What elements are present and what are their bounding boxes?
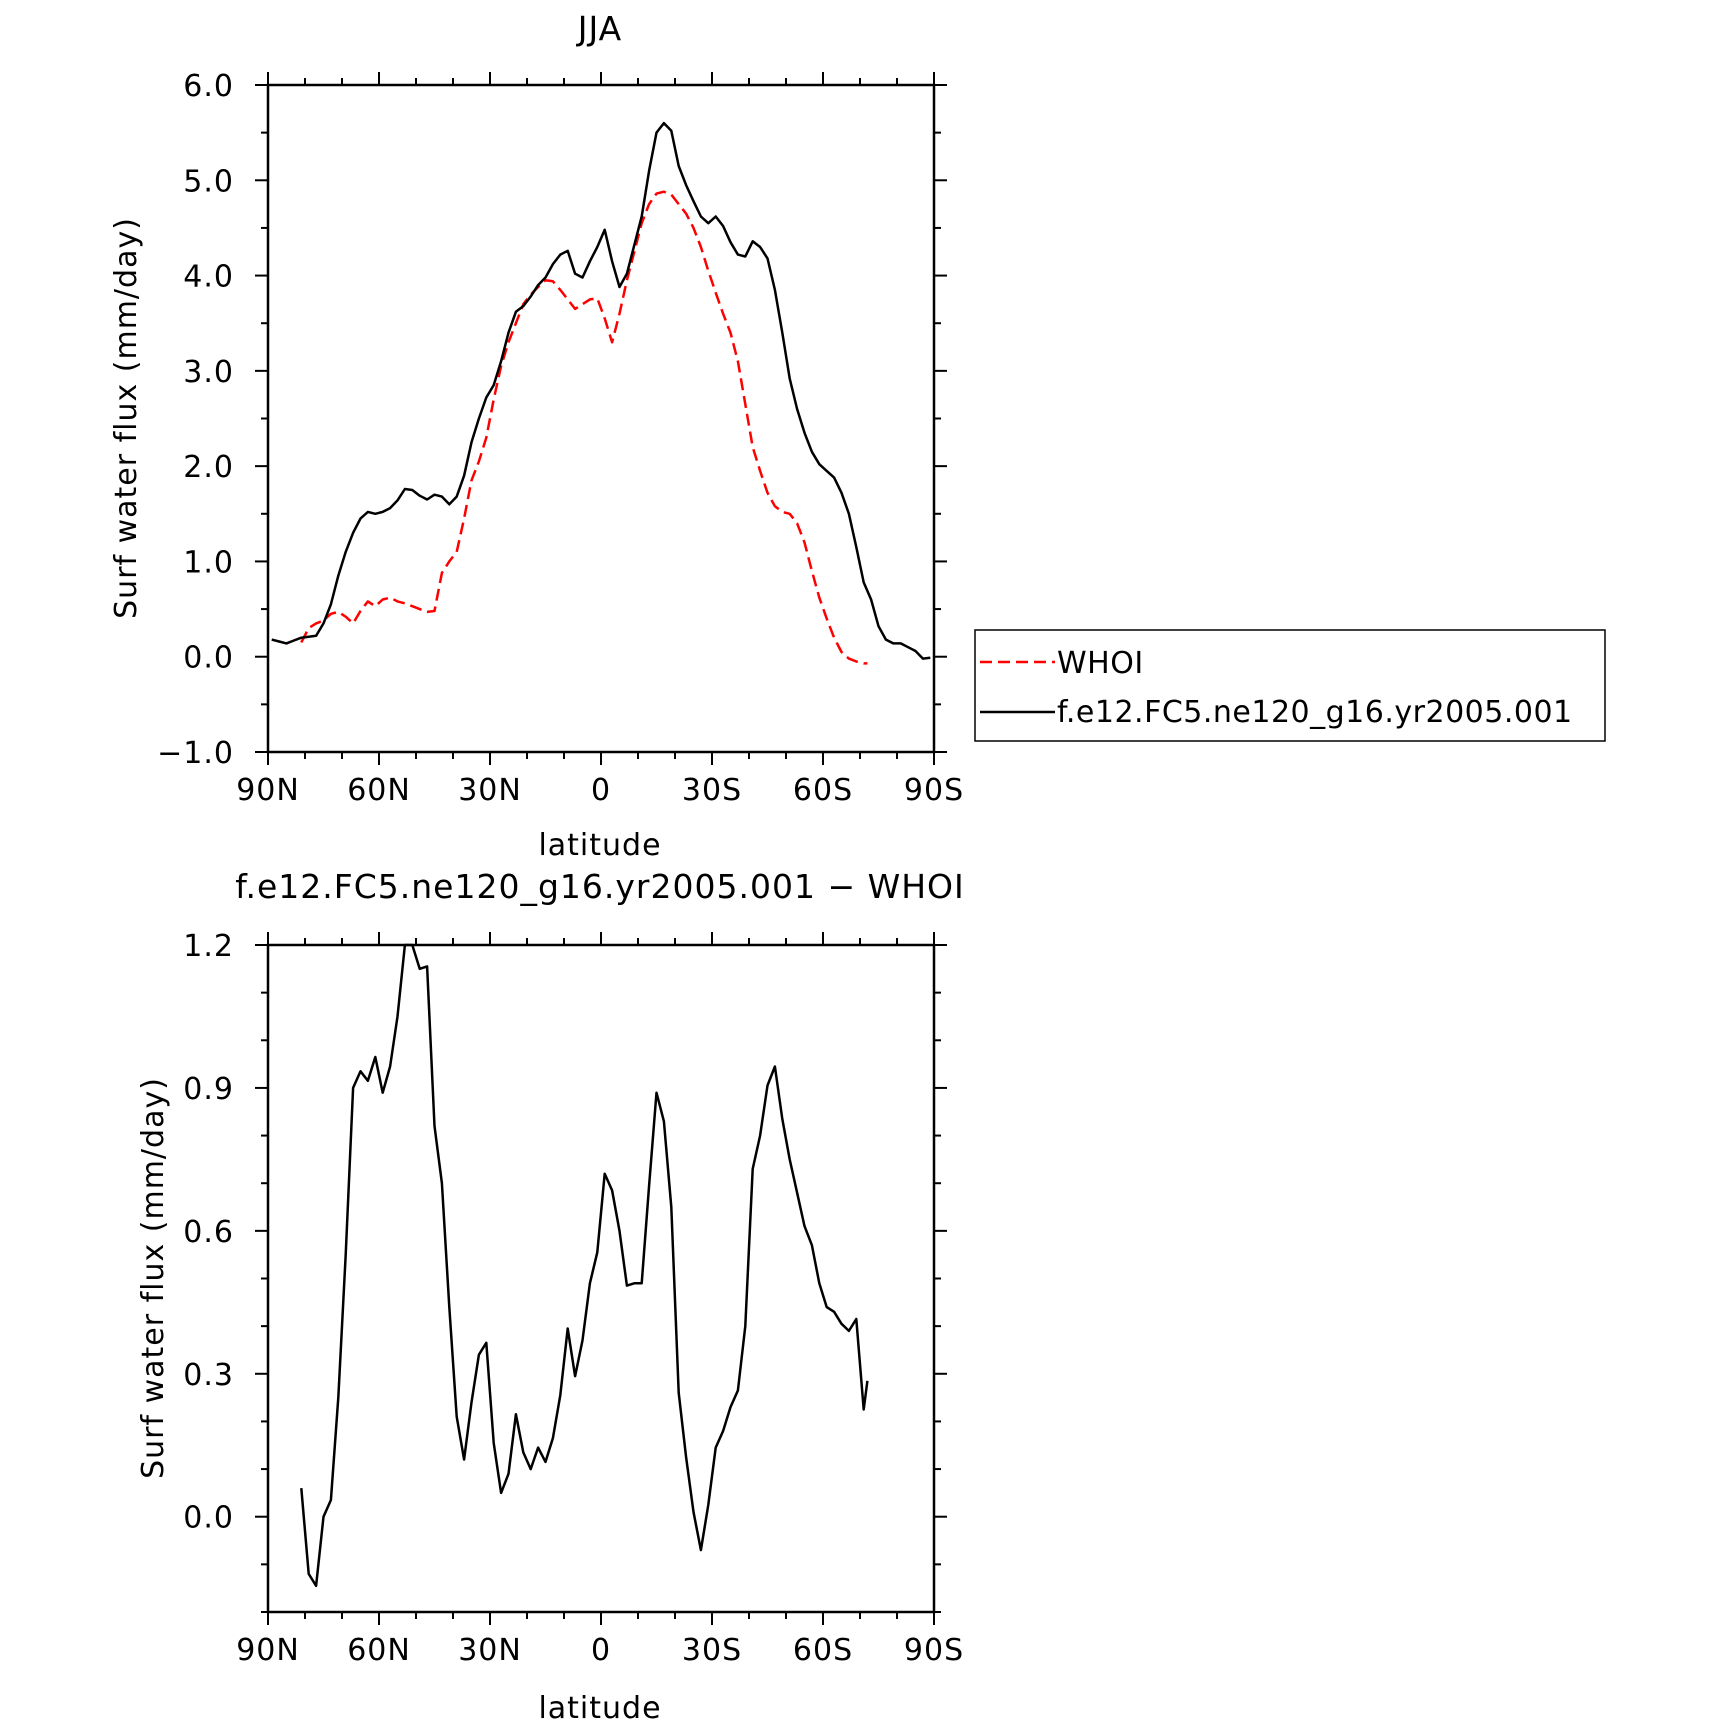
- y-tick-label: 5.0: [183, 164, 234, 199]
- series-line-whoi: [300, 190, 868, 665]
- x-tick-labels: 90N 60N 30N 0 30S 60S 90S: [236, 773, 964, 808]
- series-layer: [271, 121, 931, 665]
- y-tick-label: 0.3: [183, 1358, 234, 1393]
- y-tick-label: 0.0: [183, 1501, 234, 1536]
- panel-title: JJA: [576, 9, 622, 48]
- legend: WHOI f.e12.FC5.ne120_g16.yr2005.001: [974, 629, 1606, 742]
- y-tick-label: 0.6: [183, 1215, 234, 1250]
- x-tick-label: 90S: [904, 773, 964, 808]
- y-tick-label: −1.0: [157, 736, 234, 771]
- plot-frame: [266, 83, 936, 754]
- y-axis-label: Surf water flux (mm/day): [109, 217, 144, 619]
- x-tick-labels: 90N 60N 30N 0 30S 60S 90S: [236, 1633, 964, 1668]
- panel-title: f.e12.FC5.ne120_g16.yr2005.001 − WHOI: [235, 867, 964, 906]
- plot-frame: [266, 943, 936, 1614]
- y-tick-label: 2.0: [183, 450, 234, 485]
- x-axis-label: latitude: [538, 1691, 661, 1723]
- legend-label-model: f.e12.FC5.ne120_g16.yr2005.001: [1057, 695, 1573, 730]
- x-tick-label: 90S: [904, 1633, 964, 1668]
- legend-label-whoi: WHOI: [1057, 646, 1144, 681]
- panel-seasonal-mean: JJA 90N 60N 30N 0 30S 60S 90S −1.0 0.0 1.0 2.0 3.0…: [109, 9, 964, 863]
- series-layer: [300, 943, 869, 1588]
- series-line-f-e12-fc5-ne120-g16-yr2005-001: [271, 121, 931, 660]
- y-tick-label: 3.0: [183, 355, 234, 390]
- panel-difference: f.e12.FC5.ne120_g16.yr2005.001 − WHOI 90…: [136, 867, 964, 1723]
- x-tick-label: 60S: [793, 773, 853, 808]
- x-tick-label: 90N: [236, 773, 300, 808]
- legend-box: [974, 629, 1606, 742]
- y-tick-label: 6.0: [183, 69, 234, 104]
- x-tick-label: 60N: [347, 1633, 411, 1668]
- series-line-difference: [300, 943, 869, 1588]
- y-axis-label: Surf water flux (mm/day): [136, 1077, 171, 1479]
- x-tick-label: 30N: [458, 1633, 522, 1668]
- y-tick-label: 4.0: [183, 260, 234, 295]
- y-tick-label: 0.0: [183, 641, 234, 676]
- x-tick-label: 90N: [236, 1633, 300, 1668]
- ticks: [255, 932, 947, 1625]
- x-tick-label: 30S: [682, 773, 742, 808]
- x-tick-label: 0: [591, 1633, 611, 1668]
- y-tick-label: 0.9: [183, 1072, 234, 1107]
- y-tick-labels: −1.0 0.0 1.0 2.0 3.0 4.0 5.0 6.0: [157, 69, 234, 771]
- y-tick-label: 1.0: [183, 545, 234, 580]
- y-tick-labels: 0.0 0.3 0.6 0.9 1.2: [183, 929, 234, 1536]
- x-axis-label: latitude: [538, 828, 661, 863]
- ticks: [255, 72, 947, 765]
- x-tick-label: 30S: [682, 1633, 742, 1668]
- x-tick-label: 30N: [458, 773, 522, 808]
- x-tick-label: 60S: [793, 1633, 853, 1668]
- y-tick-label: 1.2: [183, 929, 234, 964]
- x-tick-label: 60N: [347, 773, 411, 808]
- x-tick-label: 0: [591, 773, 611, 808]
